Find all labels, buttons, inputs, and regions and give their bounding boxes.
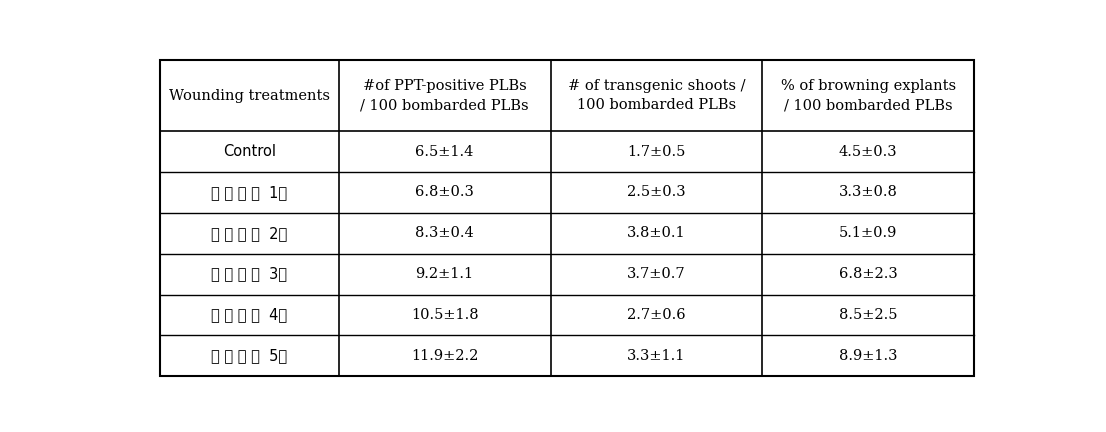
Text: 유 전 자 총  3회: 유 전 자 총 3회 bbox=[211, 267, 288, 282]
Text: 3.7±0.7: 3.7±0.7 bbox=[627, 267, 686, 281]
Text: 유 전 자 총  1회: 유 전 자 총 1회 bbox=[211, 185, 288, 200]
Text: 1.7±0.5: 1.7±0.5 bbox=[627, 145, 686, 159]
Text: #of PPT-positive PLBs
/ 100 bombarded PLBs: #of PPT-positive PLBs / 100 bombarded PL… bbox=[361, 79, 529, 112]
Text: 6.5±1.4: 6.5±1.4 bbox=[416, 145, 473, 159]
Text: 4.5±0.3: 4.5±0.3 bbox=[838, 145, 897, 159]
Text: Wounding treatments: Wounding treatments bbox=[169, 89, 330, 103]
Text: 6.8±2.3: 6.8±2.3 bbox=[838, 267, 897, 281]
Text: 6.8±0.3: 6.8±0.3 bbox=[415, 185, 474, 200]
Text: 8.9±1.3: 8.9±1.3 bbox=[838, 349, 897, 363]
Text: 5.1±0.9: 5.1±0.9 bbox=[839, 226, 897, 240]
Text: 3.8±0.1: 3.8±0.1 bbox=[627, 226, 686, 240]
Text: % of browning explants
/ 100 bombarded PLBs: % of browning explants / 100 bombarded P… bbox=[781, 79, 956, 112]
Text: Control: Control bbox=[222, 144, 275, 159]
Text: 9.2±1.1: 9.2±1.1 bbox=[416, 267, 473, 281]
Text: 2.7±0.6: 2.7±0.6 bbox=[627, 308, 686, 322]
Text: 유 전 자 총  4회: 유 전 자 총 4회 bbox=[211, 308, 288, 322]
Text: 8.3±0.4: 8.3±0.4 bbox=[416, 226, 474, 240]
Text: 11.9±2.2: 11.9±2.2 bbox=[411, 349, 479, 363]
Text: 3.3±0.8: 3.3±0.8 bbox=[838, 185, 898, 200]
Text: 유 전 자 총  5회: 유 전 자 총 5회 bbox=[211, 348, 288, 363]
Text: 8.5±2.5: 8.5±2.5 bbox=[838, 308, 897, 322]
Text: 2.5±0.3: 2.5±0.3 bbox=[627, 185, 686, 200]
Text: # of transgenic shoots /
100 bombarded PLBs: # of transgenic shoots / 100 bombarded P… bbox=[567, 79, 745, 112]
Text: 유 전 자 총  2회: 유 전 자 총 2회 bbox=[211, 226, 288, 241]
Text: 10.5±1.8: 10.5±1.8 bbox=[410, 308, 479, 322]
Text: 3.3±1.1: 3.3±1.1 bbox=[627, 349, 686, 363]
